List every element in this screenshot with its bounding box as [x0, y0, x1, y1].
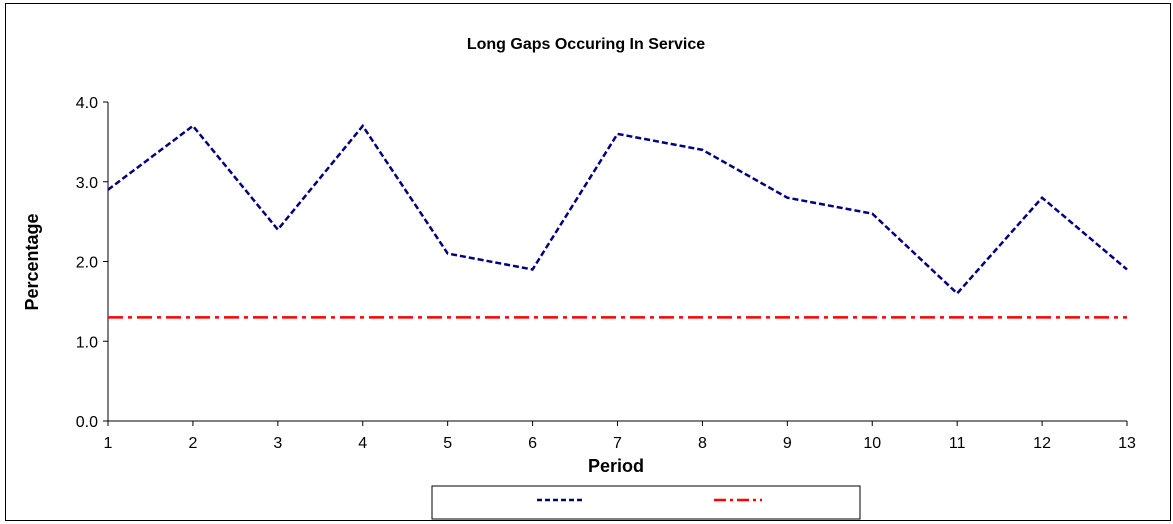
x-tick-label: 10	[863, 435, 881, 452]
x-tick-label: 5	[443, 435, 452, 452]
x-tick-label: 8	[698, 435, 707, 452]
x-tick-label: 7	[613, 435, 622, 452]
ticks: 0.01.02.03.04.01 2 3 4 5 6 7 8 9 10 11 12 13	[76, 95, 1136, 452]
series-line-1	[107, 123, 1128, 296]
x-tick-label: 2	[188, 435, 197, 452]
series-layer	[107, 123, 1128, 319]
x-axis-title: Period	[588, 456, 644, 476]
y-axis-title: Percentage	[22, 213, 42, 310]
chart-title: Long Gaps Occuring In Service	[467, 36, 705, 53]
x-tick-label: 3	[273, 435, 282, 452]
axes	[107, 102, 1127, 422]
x-tick-label: 1	[104, 435, 113, 452]
chart-frame	[5, 3, 1171, 521]
y-tick-label: 4.0	[76, 95, 98, 112]
x-tick-label: 11	[949, 435, 966, 452]
y-tick-label: 2.0	[76, 255, 98, 272]
y-tick-label: 1.0	[76, 334, 98, 351]
x-tick-label: 13	[1118, 435, 1136, 452]
x-tick-label: 4	[358, 435, 367, 452]
x-tick-label: 6	[528, 435, 537, 452]
y-tick-label: 0.0	[76, 414, 98, 431]
x-tick-label: 9	[783, 435, 792, 452]
y-tick-label: 3.0	[76, 175, 98, 192]
legend	[431, 485, 861, 520]
legend-box	[431, 485, 861, 520]
x-tick-label: 12	[1033, 435, 1051, 452]
